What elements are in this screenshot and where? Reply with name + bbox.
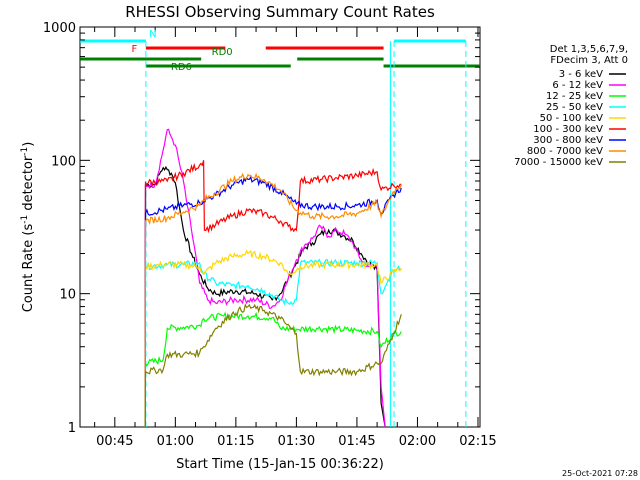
- legend-label: 50 - 100 keV: [540, 113, 604, 124]
- flag-annotations: N F RD0 RD6: [131, 29, 232, 73]
- legend-header: FDecim 3, Att 0: [550, 55, 628, 66]
- series-line: [144, 160, 402, 428]
- legend-label: 3 - 6 keV: [559, 69, 603, 80]
- y-axis-label-sup1: -1: [20, 215, 30, 224]
- flag-label-rd6: RD6: [171, 62, 192, 73]
- y-axis-label: Count Rate (s-1 detector-1): [20, 142, 36, 313]
- flag-label-f: F: [131, 44, 137, 55]
- x-tick-label: 01:45: [338, 434, 375, 449]
- y-axis-label-end: ): [21, 142, 36, 147]
- y-axis-label-main: Count Rate (s: [21, 224, 36, 313]
- footer-timestamp: 25-Oct-2021 07:28: [562, 469, 638, 478]
- x-tick-label: 01:00: [157, 434, 194, 449]
- series-line: [144, 128, 386, 428]
- legend-label: 12 - 25 keV: [546, 91, 603, 102]
- plot-border: [79, 26, 481, 428]
- x-tick-label: 02:15: [459, 434, 496, 449]
- plot-frame: [79, 26, 481, 428]
- series-line: [144, 165, 386, 428]
- chart-title: RHESSI Observing Summary Count Rates: [125, 3, 435, 21]
- legend-label: 800 - 7000 keV: [527, 146, 603, 157]
- x-axis-label: Start Time (15-Jan-15 00:36:22): [176, 457, 384, 472]
- series-line: [144, 302, 402, 428]
- legend-label: 25 - 50 keV: [546, 102, 603, 113]
- y-axis-label-mid: detector: [21, 155, 36, 215]
- series-line: [144, 249, 402, 428]
- legend-label: 7000 - 15000 keV: [514, 157, 603, 168]
- series-line: [144, 311, 402, 428]
- axes: 1 10 100 1000 00:45 01:00 01:15 01:30 01:45 02:00…: [43, 21, 497, 449]
- legend-label: 100 - 300 keV: [533, 124, 603, 135]
- y-tick-label: 1000: [43, 21, 76, 36]
- legend-label: 300 - 800 keV: [533, 135, 603, 146]
- legend-label: 6 - 12 keV: [552, 80, 603, 91]
- legend-header: Det 1,3,5,6,7,9,: [550, 44, 628, 55]
- series-line: [144, 172, 402, 428]
- cyan-vertical-lines: [145, 41, 467, 427]
- y-tick-label: 1: [68, 421, 76, 436]
- x-tick-label: 00:45: [96, 434, 133, 449]
- flag-label-n: N: [149, 29, 156, 40]
- flag-bars: [80, 39, 480, 68]
- series-line: [144, 258, 402, 428]
- y-axis-label-sup2: -1: [20, 147, 30, 156]
- series-lines: [144, 128, 402, 428]
- y-tick-label: 100: [51, 154, 76, 169]
- y-tick-label: 10: [59, 288, 76, 303]
- series-line: [144, 175, 402, 428]
- x-tick-label: 01:30: [278, 434, 315, 449]
- flag-label-rd0: RD0: [212, 47, 233, 58]
- legend: Det 1,3,5,6,7,9,FDecim 3, Att 0 3 - 6 keV…: [514, 44, 628, 168]
- x-tick-label: 01:15: [217, 434, 254, 449]
- x-tick-label: 02:00: [399, 434, 436, 449]
